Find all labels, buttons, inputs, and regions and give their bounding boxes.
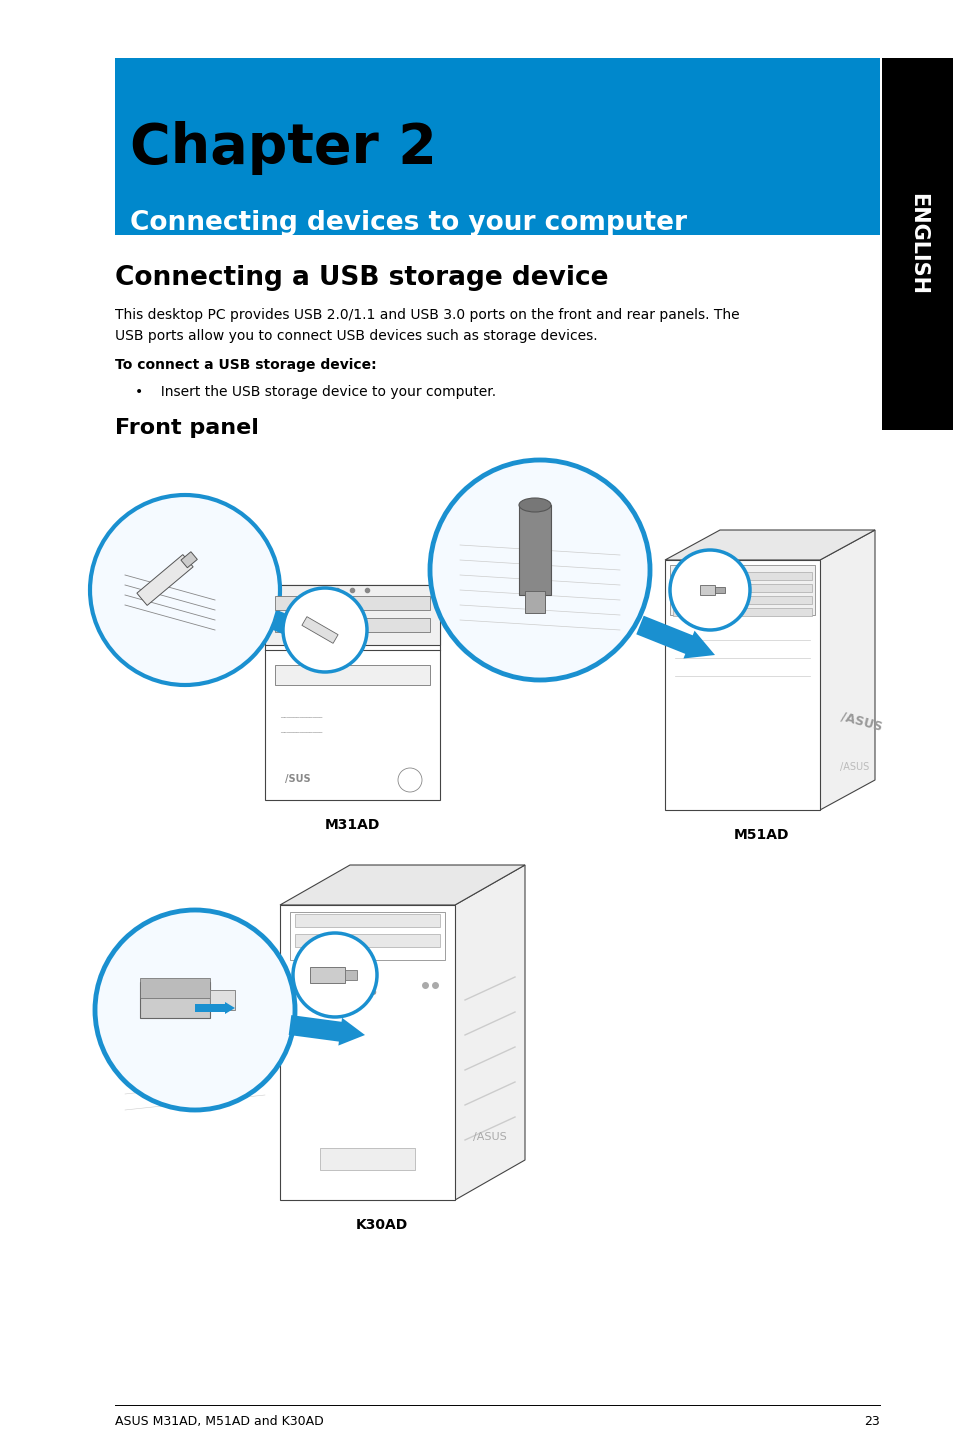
Circle shape <box>397 768 421 792</box>
Text: Front panel: Front panel <box>115 418 258 439</box>
Bar <box>319 1148 415 1171</box>
Polygon shape <box>280 866 524 905</box>
Polygon shape <box>140 978 210 998</box>
Bar <box>290 912 444 961</box>
Text: To connect a USB storage device:: To connect a USB storage device: <box>115 358 376 372</box>
Text: Connecting a USB storage device: Connecting a USB storage device <box>115 265 608 290</box>
Bar <box>672 584 811 592</box>
FancyArrow shape <box>194 1002 234 1014</box>
Bar <box>524 591 544 613</box>
Text: K30AD: K30AD <box>355 1218 408 1232</box>
Text: 23: 23 <box>863 1415 879 1428</box>
Polygon shape <box>664 531 874 559</box>
Text: /ASUS: /ASUS <box>840 762 868 772</box>
Bar <box>265 585 439 800</box>
Bar <box>115 58 879 234</box>
Text: /ASUS: /ASUS <box>473 1132 506 1142</box>
Polygon shape <box>136 555 193 605</box>
Polygon shape <box>345 971 356 981</box>
Bar <box>672 572 811 580</box>
Text: ASUS M31AD, M51AD and K30AD: ASUS M31AD, M51AD and K30AD <box>115 1415 323 1428</box>
Text: /ASUS: /ASUS <box>840 709 883 733</box>
Polygon shape <box>301 617 337 643</box>
Circle shape <box>293 933 376 1017</box>
Polygon shape <box>140 982 210 1018</box>
FancyArrow shape <box>289 1015 365 1045</box>
Polygon shape <box>310 966 345 984</box>
FancyArrow shape <box>636 615 714 659</box>
FancyArrow shape <box>271 611 335 649</box>
Bar <box>672 608 811 615</box>
Bar <box>294 935 439 948</box>
Text: M51AD: M51AD <box>734 828 789 843</box>
Polygon shape <box>700 585 714 595</box>
Text: ENGLISH: ENGLISH <box>907 193 927 295</box>
Text: /SUS: /SUS <box>285 774 311 784</box>
Bar <box>294 915 439 928</box>
Circle shape <box>95 910 294 1110</box>
Bar <box>672 595 811 604</box>
Text: This desktop PC provides USB 2.0/1.1 and USB 3.0 ports on the front and rear pan: This desktop PC provides USB 2.0/1.1 and… <box>115 308 739 342</box>
Text: M31AD: M31AD <box>324 818 379 833</box>
Bar <box>274 618 430 631</box>
Text: Connecting devices to your computer: Connecting devices to your computer <box>130 210 686 236</box>
Bar <box>265 585 439 646</box>
Circle shape <box>283 588 367 672</box>
Bar <box>882 58 953 430</box>
Polygon shape <box>714 587 724 592</box>
Bar <box>274 595 430 610</box>
Bar <box>664 559 820 810</box>
Bar <box>274 664 430 684</box>
Polygon shape <box>455 866 524 1199</box>
Text: ─────────────: ───────────── <box>280 716 322 720</box>
Text: Chapter 2: Chapter 2 <box>130 121 436 175</box>
Bar <box>280 905 455 1199</box>
Circle shape <box>430 460 649 680</box>
Circle shape <box>90 495 280 684</box>
Polygon shape <box>181 552 197 568</box>
Text: ─────────────: ───────────── <box>280 731 322 736</box>
Polygon shape <box>820 531 874 810</box>
Text: •    Insert the USB storage device to your computer.: • Insert the USB storage device to your … <box>135 385 496 398</box>
Circle shape <box>669 549 749 630</box>
Text: /ASUS: /ASUS <box>335 985 376 998</box>
Polygon shape <box>518 505 551 595</box>
Polygon shape <box>210 989 234 1009</box>
Bar <box>669 565 814 615</box>
Ellipse shape <box>518 498 551 512</box>
